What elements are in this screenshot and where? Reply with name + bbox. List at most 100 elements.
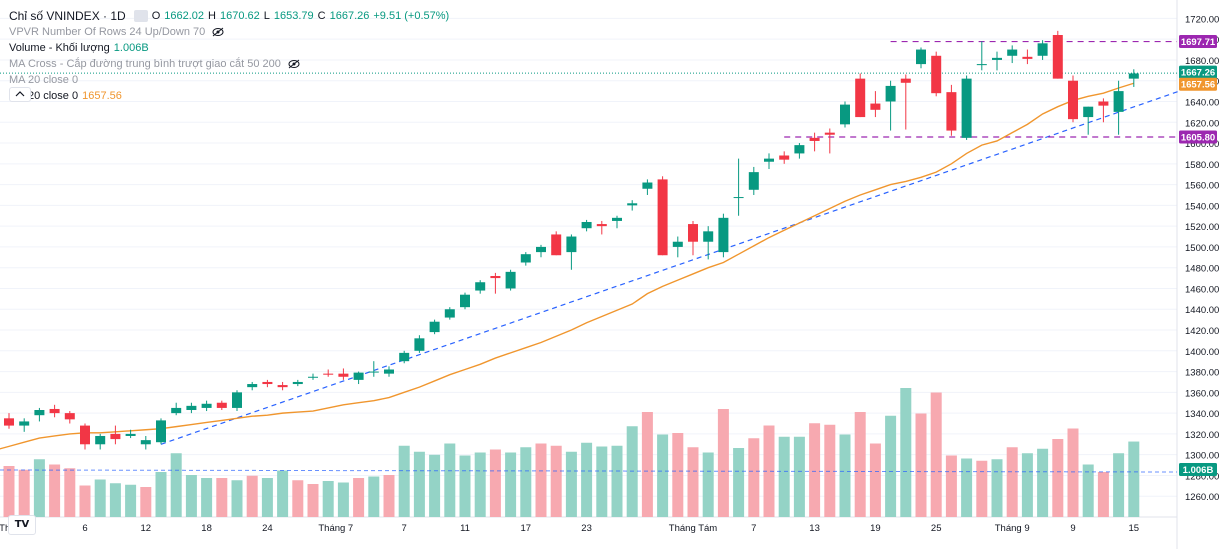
- candle-body: [429, 321, 440, 333]
- candle-body: [475, 282, 486, 291]
- candle: [201, 400, 212, 412]
- candle-body: [1113, 91, 1124, 112]
- tradingview-logo[interactable]: TV: [8, 515, 36, 535]
- indicator-vpvr[interactable]: VPVR Number Of Rows 24 Up/Down 70: [9, 24, 449, 40]
- volume-bar: [945, 455, 957, 517]
- price-tick-label: 1480.00: [1185, 264, 1219, 275]
- indicator-vpvr-name: VPVR Number Of Rows 24 Up/Down 70: [9, 26, 206, 38]
- open-value: 1662.02: [164, 10, 205, 22]
- volume-tag-bg: [1179, 463, 1217, 477]
- symbol-title[interactable]: Chỉ số VNINDEX · 1D: [9, 9, 126, 23]
- volume-bar: [824, 424, 836, 517]
- candle: [1128, 69, 1139, 87]
- candle: [277, 381, 288, 391]
- volume-bar: [733, 448, 745, 517]
- volume-bar: [1097, 472, 1109, 517]
- candle: [125, 429, 136, 439]
- candle-body: [809, 137, 820, 141]
- indicator-ma-cross-name: MA Cross - Cắp đường trung bình trượt gi…: [9, 58, 281, 70]
- volume-bar: [322, 481, 334, 517]
- candle: [931, 51, 942, 97]
- candle: [718, 213, 729, 258]
- volume-bar: [505, 452, 517, 517]
- candle: [308, 373, 318, 380]
- candle: [703, 226, 714, 260]
- indicator-ma20-a[interactable]: MA 20 close 0: [9, 72, 449, 88]
- time-tick-label: 25: [931, 523, 942, 534]
- price-tick-label: 1360.00: [1185, 388, 1219, 399]
- volume-bar: [991, 459, 1003, 517]
- candle-body: [1022, 56, 1033, 59]
- volume-bar: [109, 483, 121, 517]
- candle: [475, 280, 486, 294]
- price-tick-label: 1500.00: [1185, 243, 1219, 254]
- candle: [171, 402, 182, 416]
- candle: [1037, 40, 1048, 60]
- volume-bar: [337, 482, 349, 517]
- candle: [1098, 98, 1109, 123]
- volume-bar: [1006, 447, 1018, 517]
- candle: [627, 200, 638, 211]
- volume-tag: 1.006B: [1183, 465, 1214, 476]
- hidden-eye-icon[interactable]: [212, 27, 224, 37]
- time-tick-label: 18: [201, 523, 212, 534]
- legend-collapse-button[interactable]: [9, 87, 31, 102]
- candle: [186, 402, 197, 414]
- time-tick-label: 24: [262, 523, 273, 534]
- price-tick-label: 1260.00: [1185, 492, 1219, 503]
- last-price-tag: 1667.26: [1181, 68, 1215, 79]
- candle: [855, 73, 866, 118]
- price-tick-label: 1600.00: [1185, 139, 1219, 150]
- candle: [840, 101, 850, 128]
- candle: [536, 244, 546, 258]
- candle: [809, 132, 820, 152]
- candle-body: [840, 104, 850, 125]
- candle-body: [703, 231, 714, 242]
- volume-bar: [246, 475, 258, 517]
- candle-body: [308, 376, 318, 378]
- candle-body: [490, 276, 501, 279]
- candle-body: [566, 236, 577, 253]
- indicator-ma20-b[interactable]: MA 20 close 0 1657.56: [9, 88, 449, 104]
- high-value: 1670.62: [219, 10, 260, 22]
- time-tick-label: Tháng 9: [995, 523, 1030, 534]
- volume-bar: [353, 478, 365, 517]
- candle-body: [627, 203, 638, 206]
- price-tick-label: 1340.00: [1185, 409, 1219, 420]
- candle: [262, 379, 273, 388]
- price-tick-label: 1540.00: [1185, 201, 1219, 212]
- volume-bar: [170, 453, 182, 517]
- level-price-tag-bg: [1179, 130, 1217, 144]
- time-tick-label: Tháng Tám: [669, 523, 717, 534]
- volume-bar: [900, 388, 912, 517]
- candle: [414, 335, 425, 353]
- candle-body: [505, 271, 516, 289]
- candle: [961, 75, 972, 140]
- indicator-ma-cross[interactable]: MA Cross - Cắp đường trung bình trượt gi…: [9, 56, 449, 72]
- price-tick-label: 1440.00: [1185, 305, 1219, 316]
- candle: [505, 269, 516, 291]
- hidden-eye-icon[interactable]: [288, 59, 300, 69]
- candle-body: [399, 352, 410, 362]
- volume-ma-line: [0, 469, 1178, 473]
- candle-body: [657, 179, 668, 256]
- candle: [19, 418, 30, 432]
- candle: [49, 404, 60, 418]
- candle: [429, 319, 440, 335]
- candle-body: [216, 402, 227, 408]
- indicator-volume[interactable]: Volume - Khối lượng 1.006B: [9, 40, 449, 56]
- volume-bar: [155, 472, 167, 517]
- volume-bar: [535, 443, 547, 517]
- volume-bar: [961, 458, 973, 517]
- candle: [460, 292, 470, 310]
- volume-bar: [915, 413, 927, 517]
- candle: [596, 220, 607, 235]
- candle: [764, 153, 774, 170]
- candle-body: [885, 85, 896, 102]
- candle: [581, 219, 592, 232]
- candle-body: [140, 440, 151, 445]
- price-tick-label: 1300.00: [1185, 451, 1219, 462]
- candle: [353, 371, 364, 385]
